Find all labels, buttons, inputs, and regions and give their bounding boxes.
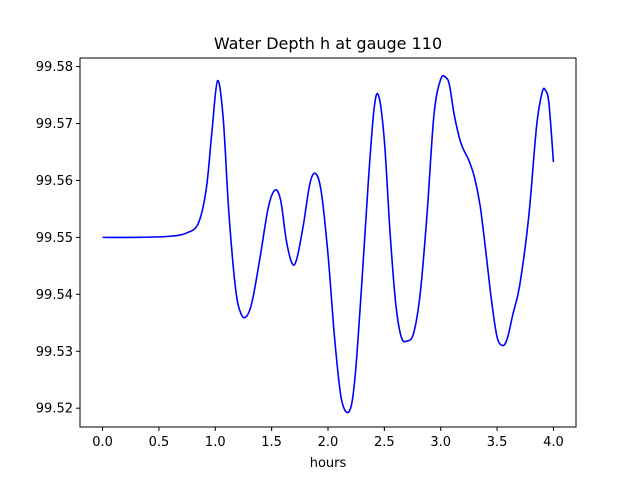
x-tick-label: 2.5 bbox=[374, 435, 395, 450]
x-axis: 0.0 0.5 1.0 1.5 2.0 2.5 3.0 3.5 4.0 bbox=[92, 427, 564, 450]
x-tick-label: 4.0 bbox=[543, 435, 564, 450]
x-tick-label: 0.5 bbox=[149, 435, 170, 450]
y-tick-label: 99.56 bbox=[36, 174, 73, 189]
y-tick-label: 99.52 bbox=[36, 402, 73, 417]
x-tick-label: 1.5 bbox=[261, 435, 282, 450]
y-axis: 99.52 99.53 99.54 99.55 99.56 99.57 99.58 bbox=[36, 60, 80, 417]
x-tick-label: 3.5 bbox=[487, 435, 508, 450]
y-tick-label: 99.55 bbox=[36, 231, 73, 246]
x-tick-label: 2.0 bbox=[318, 435, 339, 450]
x-tick-label: 1.0 bbox=[205, 435, 226, 450]
x-tick-label: 0.0 bbox=[92, 435, 113, 450]
x-axis-label: hours bbox=[310, 456, 347, 471]
plot-frame bbox=[79, 57, 577, 428]
y-tick-label: 99.58 bbox=[36, 60, 73, 75]
y-tick-label: 99.54 bbox=[36, 288, 73, 303]
plot-area bbox=[102, 74, 555, 414]
y-tick-label: 99.57 bbox=[36, 117, 73, 132]
y-tick-label: 99.53 bbox=[36, 345, 73, 360]
x-tick-label: 3.0 bbox=[430, 435, 451, 450]
chart-title: Water Depth h at gauge 110 bbox=[214, 34, 442, 53]
series-line bbox=[102, 74, 555, 414]
